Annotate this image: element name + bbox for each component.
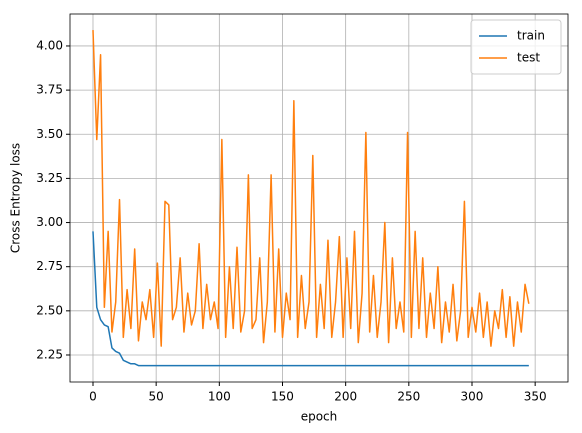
x-tick-label: 350 [524,390,547,404]
y-tick-label: 3.50 [36,127,63,141]
x-tick-label: 100 [208,390,231,404]
x-tick-label: 200 [334,390,357,404]
y-tick-label: 2.25 [36,347,63,361]
y-tick-label: 2.75 [36,259,63,273]
y-tick-label: 2.50 [36,303,63,317]
y-tick-label: 3.00 [36,215,63,229]
y-axis-label: Cross Entropy loss [9,143,23,253]
line [92,231,529,367]
x-tick-label: 0 [89,390,97,404]
y-tick-label: 4.00 [36,38,63,52]
y-tick-label: 3.25 [36,171,63,185]
line [92,30,530,347]
x-tick-label: 50 [149,390,164,404]
y-tick-label: 3.75 [36,83,63,97]
x-tick-label: 150 [271,390,294,404]
x-axis-label: epoch [301,410,338,424]
plot-frame [69,13,569,383]
legend-label: train [517,29,545,43]
legend-label: test [517,51,540,65]
x-tick-label: 250 [397,390,420,404]
legend-box [470,19,562,75]
x-tick-label: 300 [461,390,484,404]
